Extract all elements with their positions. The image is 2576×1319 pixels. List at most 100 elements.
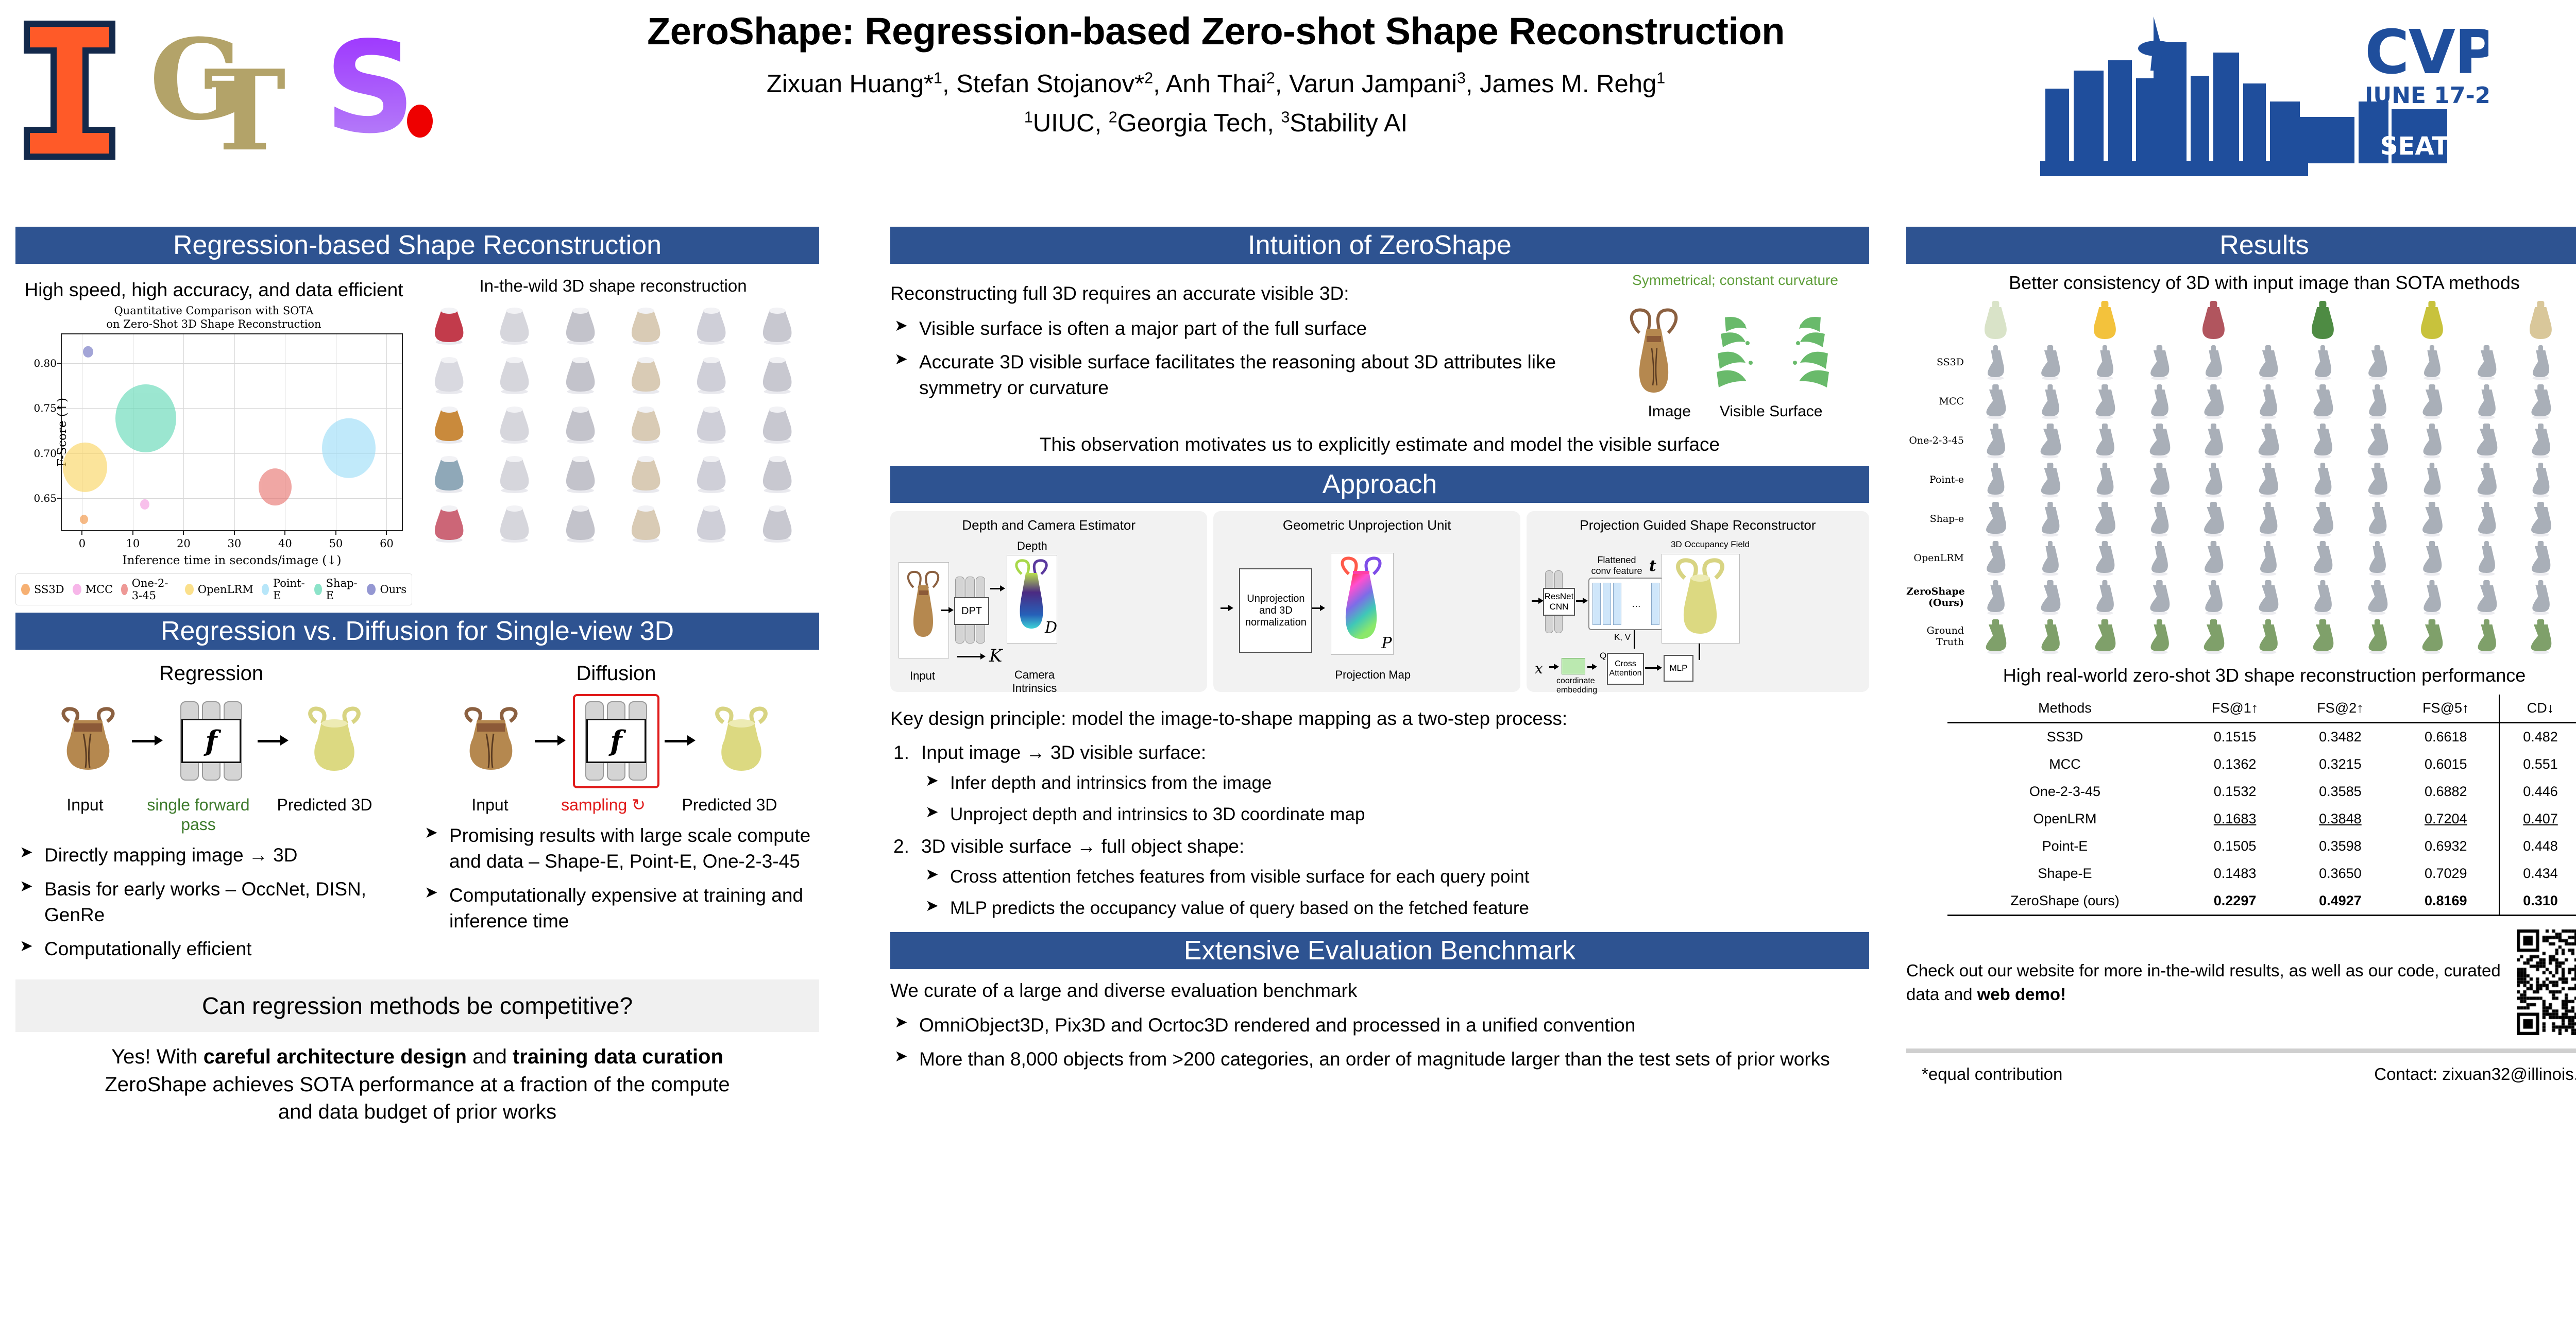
results-mesh-cell <box>2078 421 2132 460</box>
input-image-cell <box>2460 299 2514 342</box>
chart-title: Quantitative Comparison with SOTA on Zero… <box>106 305 321 331</box>
svg-text:SEATTLE, WA: SEATTLE, WA <box>2380 132 2488 161</box>
arrow-icon <box>1531 598 1544 604</box>
table-cell-method: Shape-E <box>2038 866 2092 881</box>
scatter-bubble-ours <box>83 346 94 358</box>
results-mesh-cell <box>2350 539 2404 577</box>
legend-entry: OpenLRM <box>184 583 253 596</box>
gallery-thumbnail <box>614 299 677 346</box>
middle-column: Intuition of ZeroShape Reconstructing fu… <box>890 227 1869 1080</box>
legend-label: MCC <box>85 583 113 596</box>
table-cell-method: One-2-3-45 <box>2029 784 2100 799</box>
table-column-header: FS@5↑ <box>2422 700 2469 716</box>
web-demo-link[interactable]: web demo! <box>1977 984 2066 1004</box>
gallery-thumbnail <box>745 348 809 396</box>
arrow-icon <box>132 735 165 746</box>
x-tick-label: 40 <box>278 537 292 550</box>
gallery-thumbnail <box>745 447 809 495</box>
gallery-thumbnail <box>680 447 743 495</box>
results-mesh-cell <box>2405 382 2459 420</box>
x-tick-mark <box>183 530 184 535</box>
results-mesh-cell <box>2241 421 2295 460</box>
input-image-cell <box>2405 299 2459 342</box>
results-mesh-cell <box>2132 382 2187 420</box>
table-cell-value: 0.1362 <box>2213 756 2257 772</box>
results-mesh-cell <box>2023 578 2077 616</box>
arrow-icon <box>1587 664 1597 670</box>
results-mesh-cell <box>2132 343 2187 381</box>
y-tick-label: 0.65 <box>33 492 57 505</box>
gallery-thumbnail <box>483 447 546 495</box>
table-cell-value: 0.1532 <box>2213 784 2257 799</box>
gallery-thumbnail <box>417 299 481 346</box>
bullet-item: Promising results with large scale compu… <box>420 822 812 874</box>
kv-label: K, V <box>1614 632 1631 642</box>
results-row-label: ZeroShape (Ours) <box>1906 586 1965 608</box>
design-step: Input image → 3D visible surface: Infer d… <box>890 742 1869 827</box>
chart-legend: SS3D MCC One-2-3-45 OpenLRM Point-E Shap-E Our… <box>15 573 412 605</box>
step-label: Input image → 3D visible surface: <box>921 741 1207 763</box>
results-mesh-cell <box>2296 539 2350 577</box>
stability-ai-logo-icon: S <box>325 14 443 161</box>
approach-col3-title: Projection Guided Shape Reconstructor <box>1580 517 1816 533</box>
x-tick-label: 0 <box>78 537 86 550</box>
single-forward-pass-label: single forward pass <box>147 795 250 834</box>
predicted-3d-vase <box>703 700 780 782</box>
georgia-tech-logo-icon: G T <box>149 14 294 176</box>
gridline-horizontal <box>62 408 402 409</box>
poster-footer: *equal contribution Contact: zixuan32@il… <box>1906 1064 2576 1084</box>
contact-email[interactable]: Contact: zixuan32@illinois.edu <box>2374 1064 2576 1084</box>
results-mesh-cell <box>2514 461 2568 499</box>
motivation-text: This observation motivates us to explici… <box>1039 434 1720 455</box>
panel-title-results: Results <box>1906 227 2576 264</box>
regression-heading: Regression <box>159 662 264 685</box>
intuition-captions: Image Visible Surface <box>1601 403 1869 420</box>
gallery-thumbnail <box>417 398 481 445</box>
bullet-item: Basis for early works – OccNet, DISN, Ge… <box>15 875 407 928</box>
y-tick-label: 0.80 <box>33 357 57 369</box>
intuition-figure: Symmetrical; constant curvature <box>1601 272 1869 420</box>
svg-text:JUNE 17-21, 2024: JUNE 17-21, 2024 <box>2363 82 2488 109</box>
table-cell-value: 0.3215 <box>2319 756 2362 772</box>
table-cell-value: 0.8169 <box>2393 887 2499 916</box>
qr-code[interactable] <box>2517 929 2576 1035</box>
results-mesh-cell <box>2023 617 2077 655</box>
table-cell-value: 0.6015 <box>2424 756 2467 772</box>
gallery-thumbnail <box>614 348 677 396</box>
visible-surface-pointcloud-2 <box>1793 316 1829 387</box>
gallery-thumbnail <box>549 348 612 396</box>
bubble-center <box>83 465 87 469</box>
results-mesh-cell <box>2514 343 2568 381</box>
table-cell-method: ZeroShape (ours) <box>1947 887 2182 916</box>
occupancy-field-label: 3D Occupancy Field <box>1670 539 1750 549</box>
bubble-center <box>87 350 90 353</box>
table-cell-method: Point-E <box>2042 838 2088 854</box>
y-tick-label: 0.70 <box>33 447 57 460</box>
results-mesh-cell <box>2132 578 2187 616</box>
table-column-header: FS@1↑ <box>2211 700 2259 716</box>
panel-title-regression-based: Regression-based Shape Reconstruction <box>15 227 819 264</box>
results-mesh-cell <box>2460 617 2514 655</box>
results-mesh-cell <box>1969 500 2023 538</box>
gallery-thumbnail <box>680 299 743 346</box>
results-mesh-cell <box>2296 500 2350 538</box>
q-label: Q <box>1599 651 1607 661</box>
intuition-bullets: Visible surface is often a major part of… <box>890 315 1591 401</box>
arrow-icon <box>941 607 954 613</box>
results-mesh-cell <box>1969 578 2023 616</box>
results-mesh-cell <box>2241 500 2295 538</box>
results-row-label: OpenLRM <box>1913 552 1964 564</box>
table-cell-value: 0.3482 <box>2287 722 2393 751</box>
results-mesh-cell <box>1969 461 2023 499</box>
illinois-logo-icon <box>21 21 118 160</box>
legend-label: SS3D <box>34 583 64 596</box>
results-mesh-cell <box>2350 343 2404 381</box>
results-mesh-cell <box>2241 539 2295 577</box>
results-subhead: Better consistency of 3D with input imag… <box>2009 272 2520 293</box>
table-row: OpenLRM 0.1683 0.3848 0.7204 0.407 <box>1947 805 2576 833</box>
results-mesh-cell <box>2568 461 2576 499</box>
scatter-bubble-mcc <box>140 499 149 510</box>
regression-half: Regression <box>15 658 407 971</box>
conclusion-d: training data curation <box>512 1045 723 1069</box>
